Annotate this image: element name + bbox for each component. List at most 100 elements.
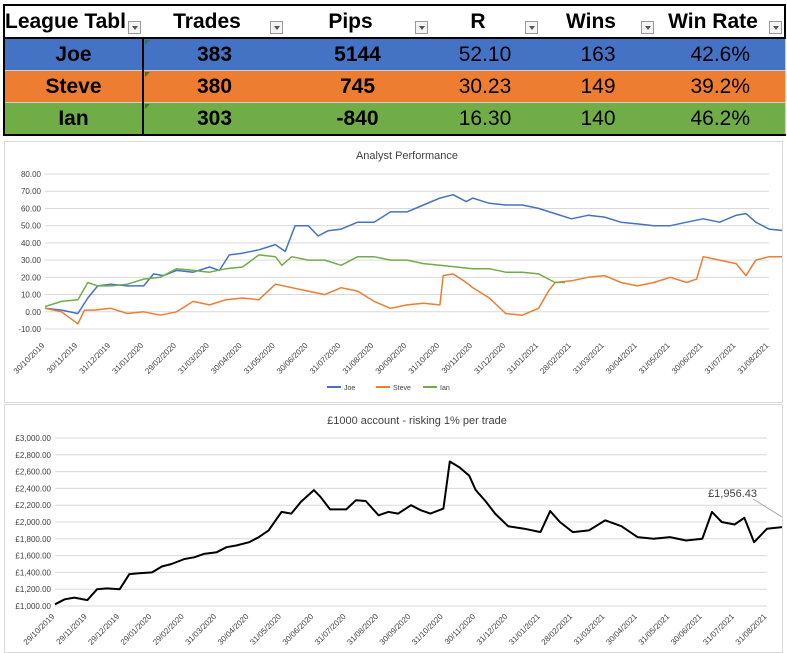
win-rate-cell[interactable]: 46.2% xyxy=(656,102,786,136)
cell-note-indicator xyxy=(145,40,150,45)
x-tick-label: 31/12/2020 xyxy=(475,612,510,647)
y-tick-label: 80.00 xyxy=(21,170,42,179)
name-cell[interactable]: Steve xyxy=(3,70,144,103)
x-tick-label: 30/09/2020 xyxy=(374,341,409,376)
x-tick-label: 28/02/2021 xyxy=(540,612,575,647)
x-tick-label: 30/11/2020 xyxy=(440,341,475,376)
y-tick-label: £1,400.00 xyxy=(15,568,51,577)
wins-cell[interactable]: 140 xyxy=(540,102,656,136)
x-tick-label: 31/03/2020 xyxy=(184,612,219,647)
y-tick-label: £2,200.00 xyxy=(15,501,51,510)
x-tick-label: 30/04/2020 xyxy=(216,612,251,647)
x-tick-label: 31/03/2021 xyxy=(571,341,606,376)
x-tick-label: 28/02/2021 xyxy=(538,341,573,376)
analyst-performance-chart[interactable]: Analyst Performance 80.00 70.00 60.00 50.00 4… xyxy=(4,141,783,403)
wins-cell[interactable]: 163 xyxy=(540,38,656,71)
header-league-table: League Tabl xyxy=(3,4,143,39)
x-tick-label: 29/11/2019 xyxy=(55,612,90,647)
legend-label: Joe xyxy=(344,385,355,392)
pips-cell[interactable]: 745 xyxy=(285,70,430,103)
y-tick-label: £2,800.00 xyxy=(15,451,51,460)
x-tick-label: 29/02/2020 xyxy=(143,341,178,376)
x-tick-label: 29/01/2020 xyxy=(119,612,154,647)
final-value-label: £1,956.43 xyxy=(708,488,757,500)
y-tick-label: 60.00 xyxy=(21,204,42,213)
r-cell[interactable]: 52.10 xyxy=(430,38,540,71)
filter-dropdown-icon[interactable] xyxy=(415,21,428,34)
chart-title: Analyst Performance xyxy=(356,150,458,162)
x-tick-label: 30/06/2021 xyxy=(669,612,704,647)
name-cell[interactable]: Ian xyxy=(3,102,144,136)
filter-dropdown-icon[interactable] xyxy=(270,21,283,34)
trades-cell[interactable]: 303 xyxy=(143,102,285,136)
legend-label: Ian xyxy=(440,385,450,392)
x-tick-label: 31/08/2021 xyxy=(734,612,769,647)
y-tick-label: -10.00 xyxy=(18,325,41,334)
r-cell[interactable]: 30.23 xyxy=(430,70,540,103)
sort-filter-icon[interactable] xyxy=(525,21,538,34)
x-tick-label: 31/12/2019 xyxy=(78,341,113,376)
analyst-performance-svg: Analyst Performance 80.00 70.00 60.00 50.00 4… xyxy=(12,150,782,392)
x-tick-label: 29/12/2019 xyxy=(86,612,121,647)
series-line-steve xyxy=(44,255,782,325)
series-line-joe xyxy=(44,193,782,315)
pips-cell[interactable]: 5144 xyxy=(285,38,430,71)
x-tick-label: 31/10/2020 xyxy=(410,612,445,647)
x-tick-label: 31/05/2020 xyxy=(242,341,277,376)
header-pips: Pips xyxy=(285,4,430,39)
series-line-account xyxy=(54,460,782,606)
cell-note-indicator xyxy=(145,72,150,77)
trades-cell[interactable]: 383 xyxy=(143,38,285,71)
callout-leader-line xyxy=(752,498,782,518)
y-tick-label: 50.00 xyxy=(21,222,42,231)
x-tick-label: 29/10/2019 xyxy=(22,612,57,647)
header-win-rate: Win Rate xyxy=(656,4,786,39)
filter-dropdown-icon[interactable] xyxy=(128,21,141,34)
table-row: Ian 303 -840 16.30 140 46.2% xyxy=(3,102,786,136)
x-tick-label: 31/08/2021 xyxy=(736,341,771,376)
filter-dropdown-icon[interactable] xyxy=(641,21,654,34)
x-tick-label: 31/07/2020 xyxy=(308,341,343,376)
win-rate-cell[interactable]: 39.2% xyxy=(656,70,786,103)
header-trades: Trades xyxy=(143,4,285,39)
x-tick-label: 30/04/2021 xyxy=(604,612,639,647)
chart-title: £1000 account - risking 1% per trade xyxy=(327,415,507,427)
header-label: Wins xyxy=(566,9,616,33)
win-rate-cell[interactable]: 42.6% xyxy=(656,38,786,71)
x-tick-label: 29/02/2020 xyxy=(151,612,186,647)
legend-label: Steve xyxy=(393,385,411,392)
account-balance-chart[interactable]: £1000 account - risking 1% per trade £3,0… xyxy=(4,404,783,653)
y-tick-label: £1,000.00 xyxy=(15,602,51,611)
trades-cell[interactable]: 380 xyxy=(143,70,285,103)
x-tick-label: 31/05/2021 xyxy=(637,341,672,376)
y-tick-label: £3,000.00 xyxy=(15,434,51,443)
x-tick-label: 31/03/2021 xyxy=(572,612,607,647)
y-tick-label: £2,600.00 xyxy=(15,468,51,477)
y-tick-label: £1,200.00 xyxy=(15,585,51,594)
name-cell[interactable]: Joe xyxy=(3,38,144,71)
table-row: Joe 383 5144 52.10 163 42.6% xyxy=(3,38,786,71)
cell-note-indicator xyxy=(145,104,150,109)
y-tick-label: £2,400.00 xyxy=(15,484,51,493)
x-tick-label: 30/06/2020 xyxy=(275,341,310,376)
x-tick-label: 30/04/2020 xyxy=(209,341,244,376)
y-tick-label: £1,600.00 xyxy=(15,552,51,561)
r-cell[interactable]: 16.30 xyxy=(430,102,540,136)
x-tick-label: 31/08/2020 xyxy=(341,341,376,376)
x-tick-label: 31/01/2021 xyxy=(505,341,540,376)
x-tick-label: 31/05/2021 xyxy=(637,612,672,647)
table-header-row: League Tabl Trades Pips R Wins Win Rate xyxy=(3,4,786,39)
header-wins: Wins xyxy=(540,4,656,39)
filter-dropdown-icon[interactable] xyxy=(769,21,782,34)
header-label: Trades xyxy=(173,9,241,33)
x-tick-label: 31/10/2020 xyxy=(407,341,442,376)
header-label: Win Rate xyxy=(668,9,758,33)
x-tick-label: 31/07/2020 xyxy=(313,612,348,647)
x-tick-label: 30/04/2021 xyxy=(604,341,639,376)
x-tick-label: 30/06/2021 xyxy=(670,341,705,376)
x-tick-label: 31/08/2020 xyxy=(345,612,380,647)
pips-cell[interactable]: -840 xyxy=(285,102,430,136)
y-tick-label: 30.00 xyxy=(21,256,42,265)
header-label: R xyxy=(470,9,486,33)
wins-cell[interactable]: 149 xyxy=(540,70,656,103)
